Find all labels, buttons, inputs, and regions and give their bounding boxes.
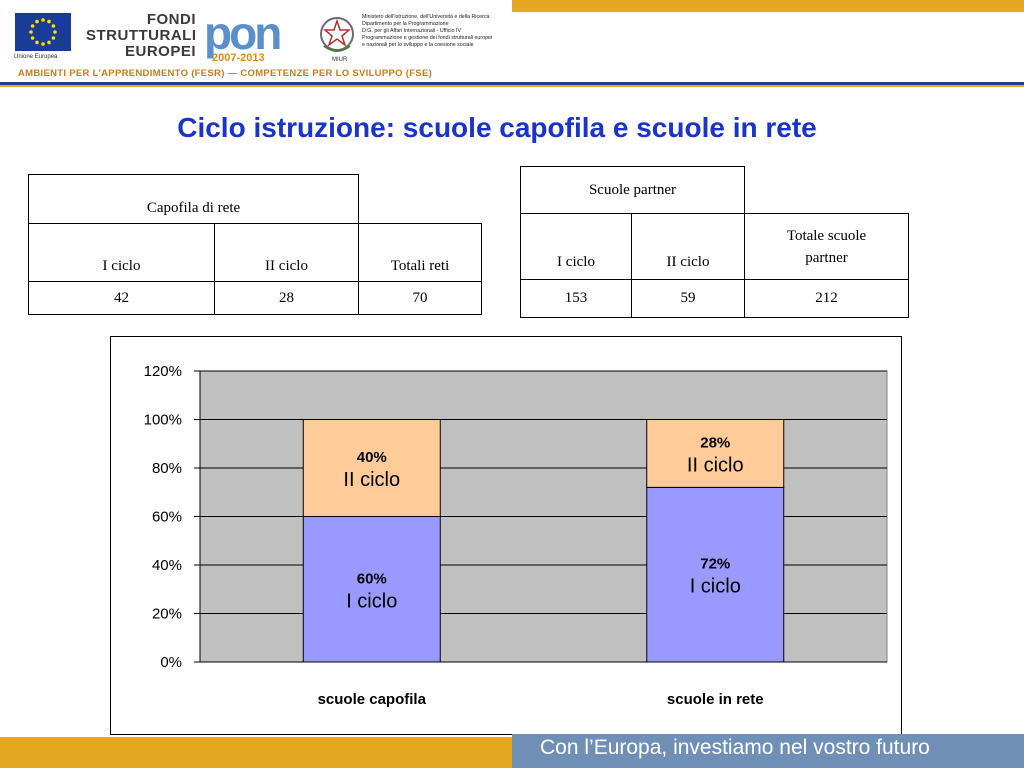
header-divider — [0, 82, 1024, 85]
tagline: AMBIENTI PER L’APPRENDIMENTO (FESR) — CO… — [18, 68, 433, 79]
page-title: Ciclo istruzione: scuole capofila e scuo… — [177, 112, 817, 143]
footer-slogan: Con l’Europa, investiamo nel vostro futu… — [540, 736, 930, 759]
header: Unione Europea FONDI STRUTTURALI EUROPEI… — [0, 0, 1024, 90]
ministero-text: Ministero dell'Istruzione, dell'Universi… — [362, 14, 493, 48]
series-label: I ciclo — [690, 576, 741, 598]
italian-emblem-icon — [318, 14, 356, 56]
bar-segment — [302, 419, 441, 517]
footer-slogan-bar — [512, 734, 1024, 768]
capofila-col-ii-ciclo: II ciclo — [214, 223, 359, 282]
y-tick-label: 40% — [152, 557, 182, 574]
top-accent-bar — [512, 0, 1024, 12]
y-tick-label: 100% — [144, 412, 182, 429]
y-tick-label: 20% — [152, 606, 182, 623]
data-label: 40% — [357, 449, 387, 466]
partner-val-i-ciclo: 153 — [520, 279, 632, 318]
series-label: I ciclo — [346, 590, 397, 612]
stacked-bar-chart: 0% 20% 40% 60% 80% 100% 120% 60% I ciclo 40% II ci… — [110, 336, 902, 735]
header-divider-accent — [0, 85, 1024, 87]
eu-label: Unione Europea — [14, 54, 58, 60]
series-label: II ciclo — [343, 469, 400, 491]
partner-val-totale: 212 — [744, 279, 909, 318]
partner-val-ii-ciclo: 59 — [631, 279, 745, 318]
partner-col-ii-ciclo: II ciclo — [631, 213, 745, 280]
capofila-col-totali: Totali reti — [358, 223, 482, 282]
capofila-val-i-ciclo: 42 — [28, 281, 215, 315]
x-category-label: scuole in rete — [667, 691, 764, 708]
partner-group-header: Scuole partner — [520, 166, 745, 214]
bar-segment — [646, 419, 785, 488]
pon-logo: pon — [204, 7, 282, 59]
data-label: 72% — [700, 556, 730, 573]
x-category-label: scuole capofila — [318, 691, 427, 708]
pon-years: 2007-2013 — [212, 52, 265, 64]
capofila-table: Capofila di rete I ciclo II ciclo Totali… — [28, 174, 482, 315]
y-tick-label: 80% — [152, 460, 182, 477]
series-label: II ciclo — [687, 454, 744, 476]
data-label: 60% — [357, 570, 387, 587]
partner-col-totale: Totale scuole partner — [744, 213, 909, 280]
bar-segment — [302, 516, 441, 663]
miur-label: MIUR — [332, 57, 348, 63]
data-label: 28% — [700, 434, 730, 451]
y-tick-label: 120% — [144, 363, 182, 380]
capofila-val-ii-ciclo: 28 — [214, 281, 359, 315]
y-tick-label: 60% — [152, 509, 182, 526]
capofila-col-i-ciclo: I ciclo — [28, 223, 215, 282]
y-tick-label: 0% — [160, 654, 182, 671]
partner-table: Scuole partner I ciclo II ciclo Totale s… — [520, 166, 909, 318]
partner-col-i-ciclo: I ciclo — [520, 213, 632, 280]
chart-svg: 0% 20% 40% 60% 80% 100% 120% 60% I ciclo 40% II ci… — [144, 363, 888, 708]
capofila-group-header: Capofila di rete — [28, 174, 359, 224]
capofila-val-totali: 70 — [358, 281, 482, 315]
eu-flag-icon — [15, 13, 71, 51]
fondi-strutturali-logo: FONDI STRUTTURALI EUROPEI — [86, 11, 197, 60]
bar-segment — [646, 486, 785, 663]
